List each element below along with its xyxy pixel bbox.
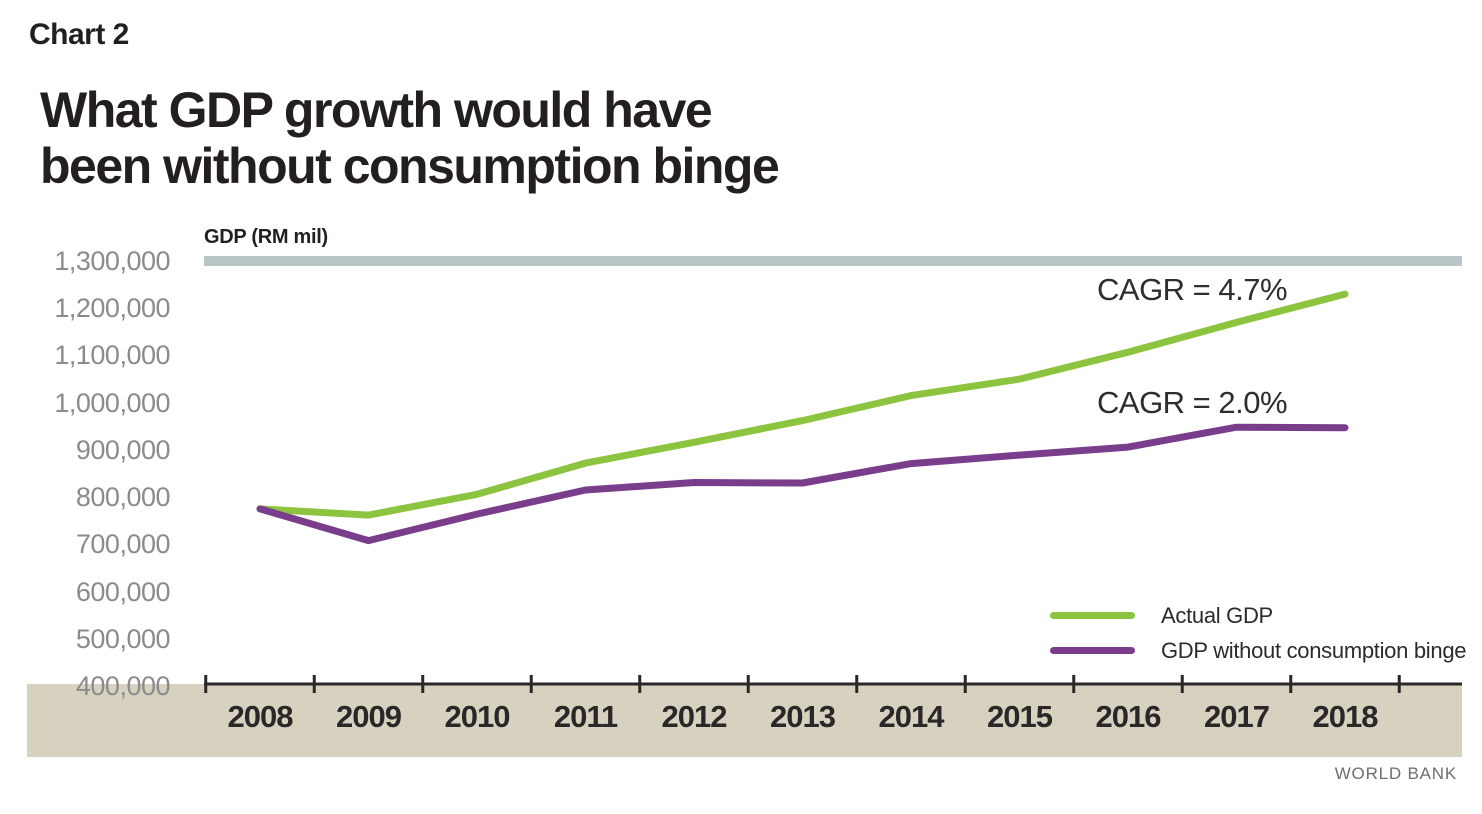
- y-axis-tick-label: 1,000,000: [54, 387, 170, 418]
- actual-gdp-line: [256, 290, 1349, 519]
- y-axis-title: GDP (RM mil): [204, 226, 328, 248]
- y-axis-tick-label: 400,000: [75, 671, 171, 701]
- y-axis-tick-label: 1,100,000: [54, 340, 170, 371]
- legend-label: Actual GDP: [1161, 602, 1273, 628]
- y-axis-tick-label: 700,000: [75, 529, 171, 560]
- x-axis-year-label: 2016: [1095, 699, 1162, 734]
- y-axis-tick-label: 500,000: [75, 623, 171, 654]
- legend: Actual GDP GDP without consumption binge: [1050, 598, 1466, 668]
- y-axis-tick-label: 800,000: [75, 482, 171, 513]
- x-axis-year-label: 2017: [1204, 699, 1270, 734]
- y-axis-tick-label: 600,000: [75, 576, 171, 607]
- x-axis-year-label: 2009: [336, 699, 402, 734]
- y-axis-tick-label: 1,200,000: [54, 293, 170, 324]
- cagr-annotation-without-binge: CAGR = 2.0%: [1097, 385, 1288, 420]
- x-axis-year-label: 2008: [227, 699, 294, 734]
- chart-number-label: Chart 2: [29, 18, 129, 51]
- legend-item-gdp-without-binge: GDP without consumption binge: [1050, 633, 1466, 668]
- gdp-without-binge-line: [256, 423, 1349, 545]
- x-axis-year-label: 2018: [1312, 699, 1379, 734]
- chart-title: What GDP growth would have been without …: [40, 82, 780, 194]
- chart-title-line2: been without consumption binge: [40, 138, 780, 194]
- source-attribution: WORLD BANK: [1334, 764, 1457, 783]
- y-axis-tick-label: 900,000: [75, 434, 171, 465]
- legend-swatch-purple: [1050, 647, 1135, 654]
- x-axis-band: [27, 684, 1462, 757]
- y-axis-tick-label: 1,300,000: [54, 246, 170, 277]
- legend-label: GDP without consumption binge: [1161, 637, 1467, 663]
- x-axis-year-label: 2014: [878, 699, 945, 734]
- x-axis-year-label: 2012: [661, 699, 728, 734]
- x-axis-year-label: 2015: [987, 699, 1053, 734]
- x-axis-year-label: 2010: [444, 699, 511, 734]
- top-gridline-bar: [204, 256, 1462, 266]
- cagr-annotation-actual: CAGR = 4.7%: [1097, 272, 1288, 307]
- x-axis-year-label: 2011: [553, 699, 618, 734]
- chart-title-line1: What GDP growth would have: [40, 82, 713, 138]
- x-axis-year-label: 2013: [770, 699, 836, 734]
- legend-item-actual-gdp: Actual GDP: [1050, 598, 1466, 633]
- legend-swatch-green: [1050, 612, 1135, 619]
